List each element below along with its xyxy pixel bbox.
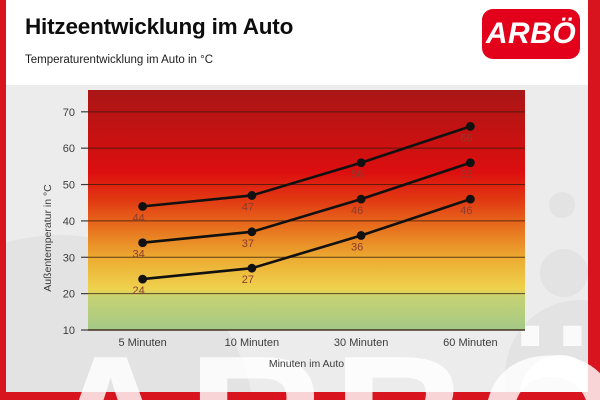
point-label: 47 — [242, 201, 254, 213]
page-subtitle: Temperaturentwicklung im Auto in °C — [25, 54, 214, 66]
point-label: 56 — [460, 169, 472, 181]
x-tick-label: 60 Minuten — [443, 337, 497, 349]
y-tick-label: 50 — [63, 180, 75, 192]
y-tick-label: 20 — [63, 289, 75, 301]
point-label: 44 — [133, 212, 145, 224]
watermark-logo-dot-big — [540, 249, 588, 297]
series-line-0 — [142, 125, 471, 208]
point-label: 34 — [133, 249, 145, 261]
data-point — [138, 274, 148, 284]
left-border-strip — [0, 0, 6, 400]
x-axis-title: Minuten im Auto — [269, 358, 344, 370]
data-point — [247, 227, 257, 237]
y-tick-label: 70 — [63, 107, 75, 119]
x-tick-label: 30 Minuten — [334, 337, 388, 349]
page-title: Hitzeentwicklung im Auto — [25, 14, 294, 39]
data-point — [138, 238, 148, 248]
point-label: 24 — [133, 285, 145, 297]
data-point — [465, 158, 475, 168]
series-line-1 — [142, 161, 471, 245]
data-point — [138, 201, 148, 211]
watermark-logo-dot-small — [549, 192, 575, 218]
point-label: 66 — [460, 132, 472, 144]
point-label: 27 — [242, 274, 254, 286]
y-axis-title: Außentemperatur in °C — [42, 184, 54, 292]
series-line-2 — [142, 197, 471, 281]
data-point — [465, 121, 475, 131]
bottom-border-strip — [0, 392, 600, 400]
plot-area — [88, 90, 525, 330]
data-point — [356, 231, 366, 240]
y-tick-label: 40 — [63, 216, 75, 228]
data-point — [247, 263, 257, 273]
x-tick-label: 10 Minuten — [225, 337, 279, 349]
data-point — [356, 194, 366, 204]
point-label: 37 — [242, 238, 254, 250]
watermark-text: ARBÖ — [42, 328, 600, 400]
point-label: 36 — [351, 241, 363, 253]
point-label: 46 — [351, 205, 363, 217]
y-tick-label: 10 — [63, 325, 75, 337]
right-border-strip — [588, 0, 600, 400]
x-tick-label: 5 Minuten — [118, 337, 166, 349]
y-tick-label: 30 — [63, 252, 75, 264]
point-label: 56 — [351, 169, 363, 181]
data-point — [247, 191, 257, 200]
arboe-logo: ARBÖ — [482, 9, 580, 59]
data-point — [356, 158, 366, 168]
point-label: 46 — [460, 205, 472, 217]
arboe-logo-text: ARBÖ — [485, 17, 577, 50]
data-point — [465, 194, 475, 204]
y-tick-label: 60 — [63, 143, 75, 155]
